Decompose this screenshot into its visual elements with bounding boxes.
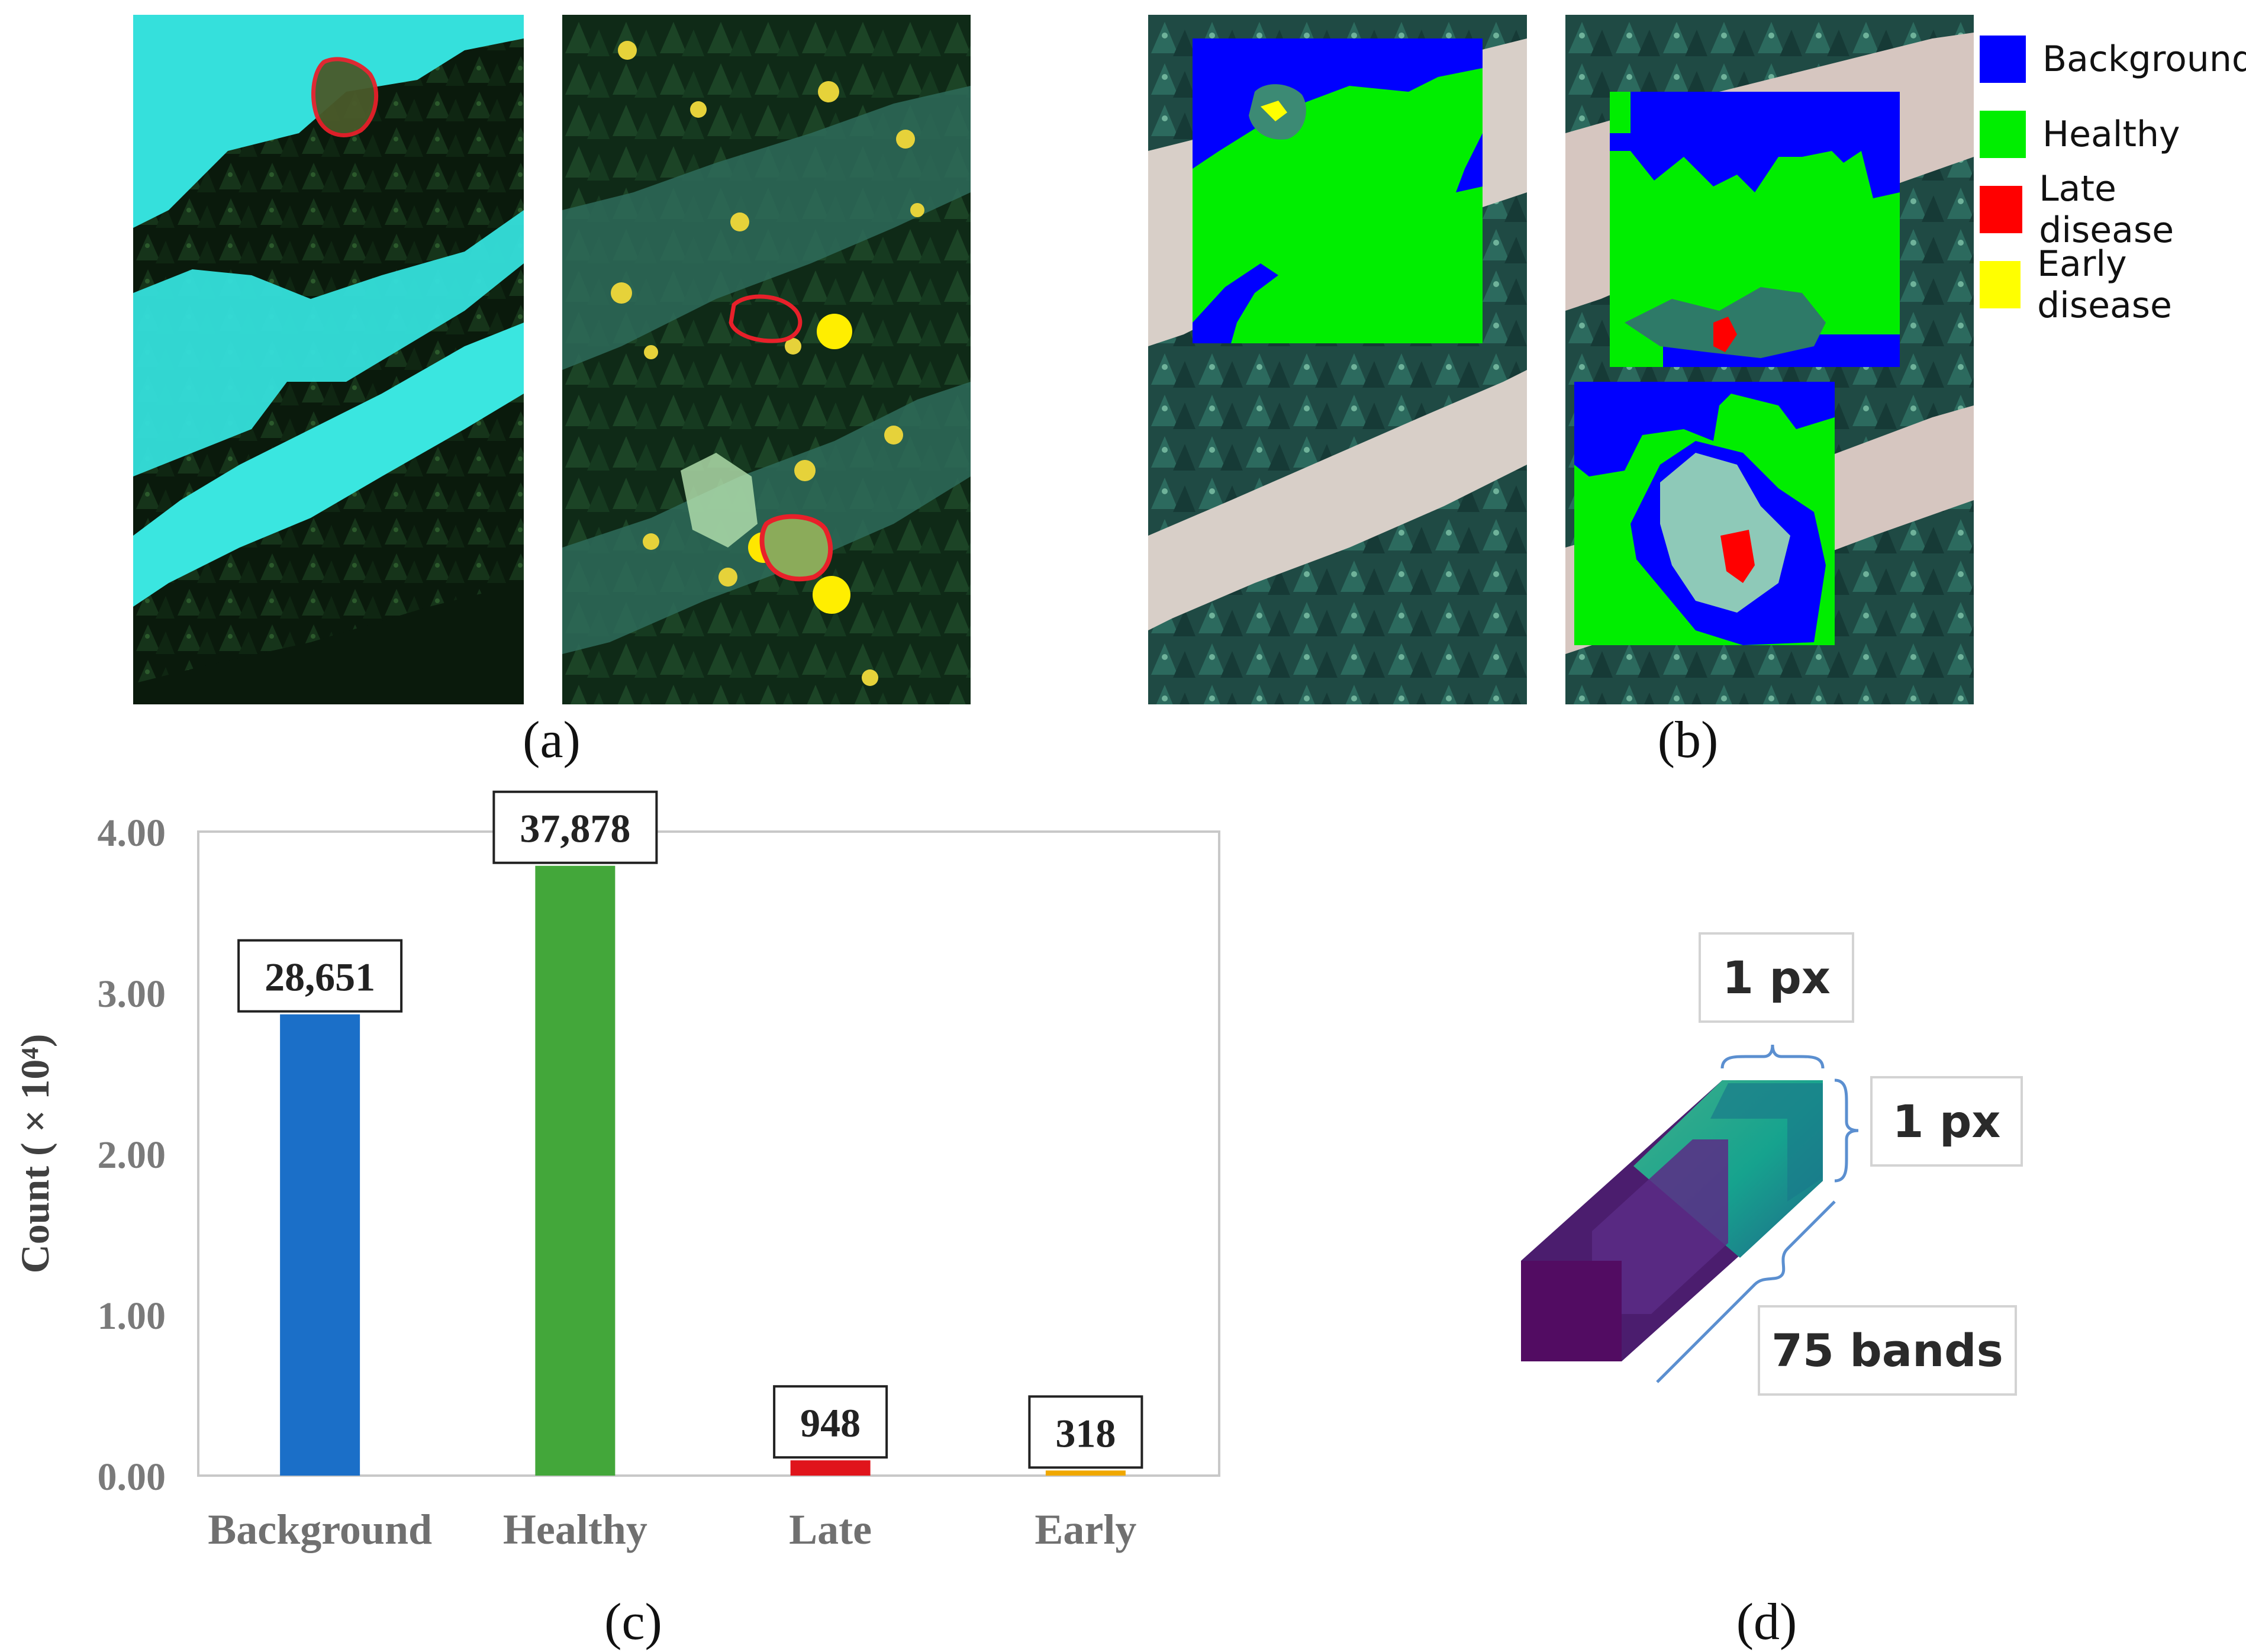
- panel-d-diagram: [1480, 923, 2071, 1409]
- data-label: 37,878: [520, 806, 630, 851]
- panel-b-images: [1148, 15, 1974, 704]
- width-brace: [1720, 1044, 1825, 1069]
- legend-item-healthy: Healthy: [1980, 102, 2180, 167]
- legend-swatch-background: [1980, 36, 2026, 83]
- panel-a-label: (a): [523, 711, 581, 769]
- bar-early: [1045, 1470, 1126, 1476]
- height-label: 1 px: [1870, 1076, 2023, 1167]
- data-label: 28,651: [265, 955, 375, 1000]
- y-axis-label: Count ( × 10⁴): [12, 1034, 57, 1274]
- bar-background: [280, 1014, 360, 1476]
- panel-d-label: (d): [1736, 1593, 1797, 1651]
- x-tick-label: Healthy: [503, 1506, 647, 1553]
- legend-label-early-disease: Early disease: [2037, 243, 2172, 326]
- panel-b: [1148, 15, 1974, 704]
- y-tick-label: 2.00: [98, 1133, 166, 1177]
- data-label: 948: [800, 1400, 861, 1445]
- y-tick-label: 0.00: [98, 1455, 166, 1499]
- panel-c-label: (c): [604, 1593, 662, 1651]
- y-tick-label: 3.00: [98, 972, 166, 1016]
- bar-late: [790, 1460, 871, 1476]
- x-tick-label: Late: [789, 1506, 872, 1553]
- legend-swatch-early-disease: [1980, 261, 2021, 308]
- plot-area: [197, 830, 1220, 1477]
- width-label: 1 px: [1699, 932, 1854, 1023]
- panel-b-right-image: [1565, 15, 1974, 704]
- legend-item-background: Background: [1980, 27, 2246, 92]
- data-label-box: [492, 790, 658, 864]
- legend-item-early-disease: Early disease: [1980, 243, 2246, 326]
- panel-a-right-image: [562, 15, 971, 704]
- panel-b-label: (b): [1657, 711, 1719, 769]
- height-brace: [1834, 1078, 1859, 1183]
- panel-a-images: [133, 15, 971, 704]
- y-tick-label: 4.00: [98, 811, 166, 855]
- data-label: 318: [1055, 1411, 1116, 1455]
- y-tick-label: 1.00: [98, 1294, 166, 1338]
- legend-swatch-healthy: [1980, 111, 2026, 158]
- depth-brace: [1656, 1200, 1836, 1383]
- voxel-prism: [1521, 1044, 1859, 1383]
- data-label-box: [773, 1385, 888, 1459]
- legend-label-late-disease: Late disease: [2039, 168, 2174, 251]
- bar-healthy: [535, 865, 616, 1476]
- data-label-box: [237, 939, 403, 1013]
- x-tick-label: Background: [208, 1506, 432, 1553]
- panel-a: [133, 15, 971, 704]
- data-label-box: [1028, 1395, 1143, 1469]
- legend-label-background: Background: [2042, 38, 2246, 80]
- panel-b-left-image: [1148, 15, 1527, 704]
- depth-label: 75 bands: [1758, 1305, 2017, 1396]
- legend-item-late-disease: Late disease: [1980, 168, 2246, 251]
- x-tick-label: Early: [1035, 1506, 1136, 1553]
- legend-label-healthy: Healthy: [2042, 114, 2180, 155]
- count-bar-chart: 0.00 1.00 2.00 3.00 4.00 Count ( × 10⁴) 28,651…: [12, 790, 1220, 1553]
- legend-swatch-late-disease: [1980, 186, 2023, 233]
